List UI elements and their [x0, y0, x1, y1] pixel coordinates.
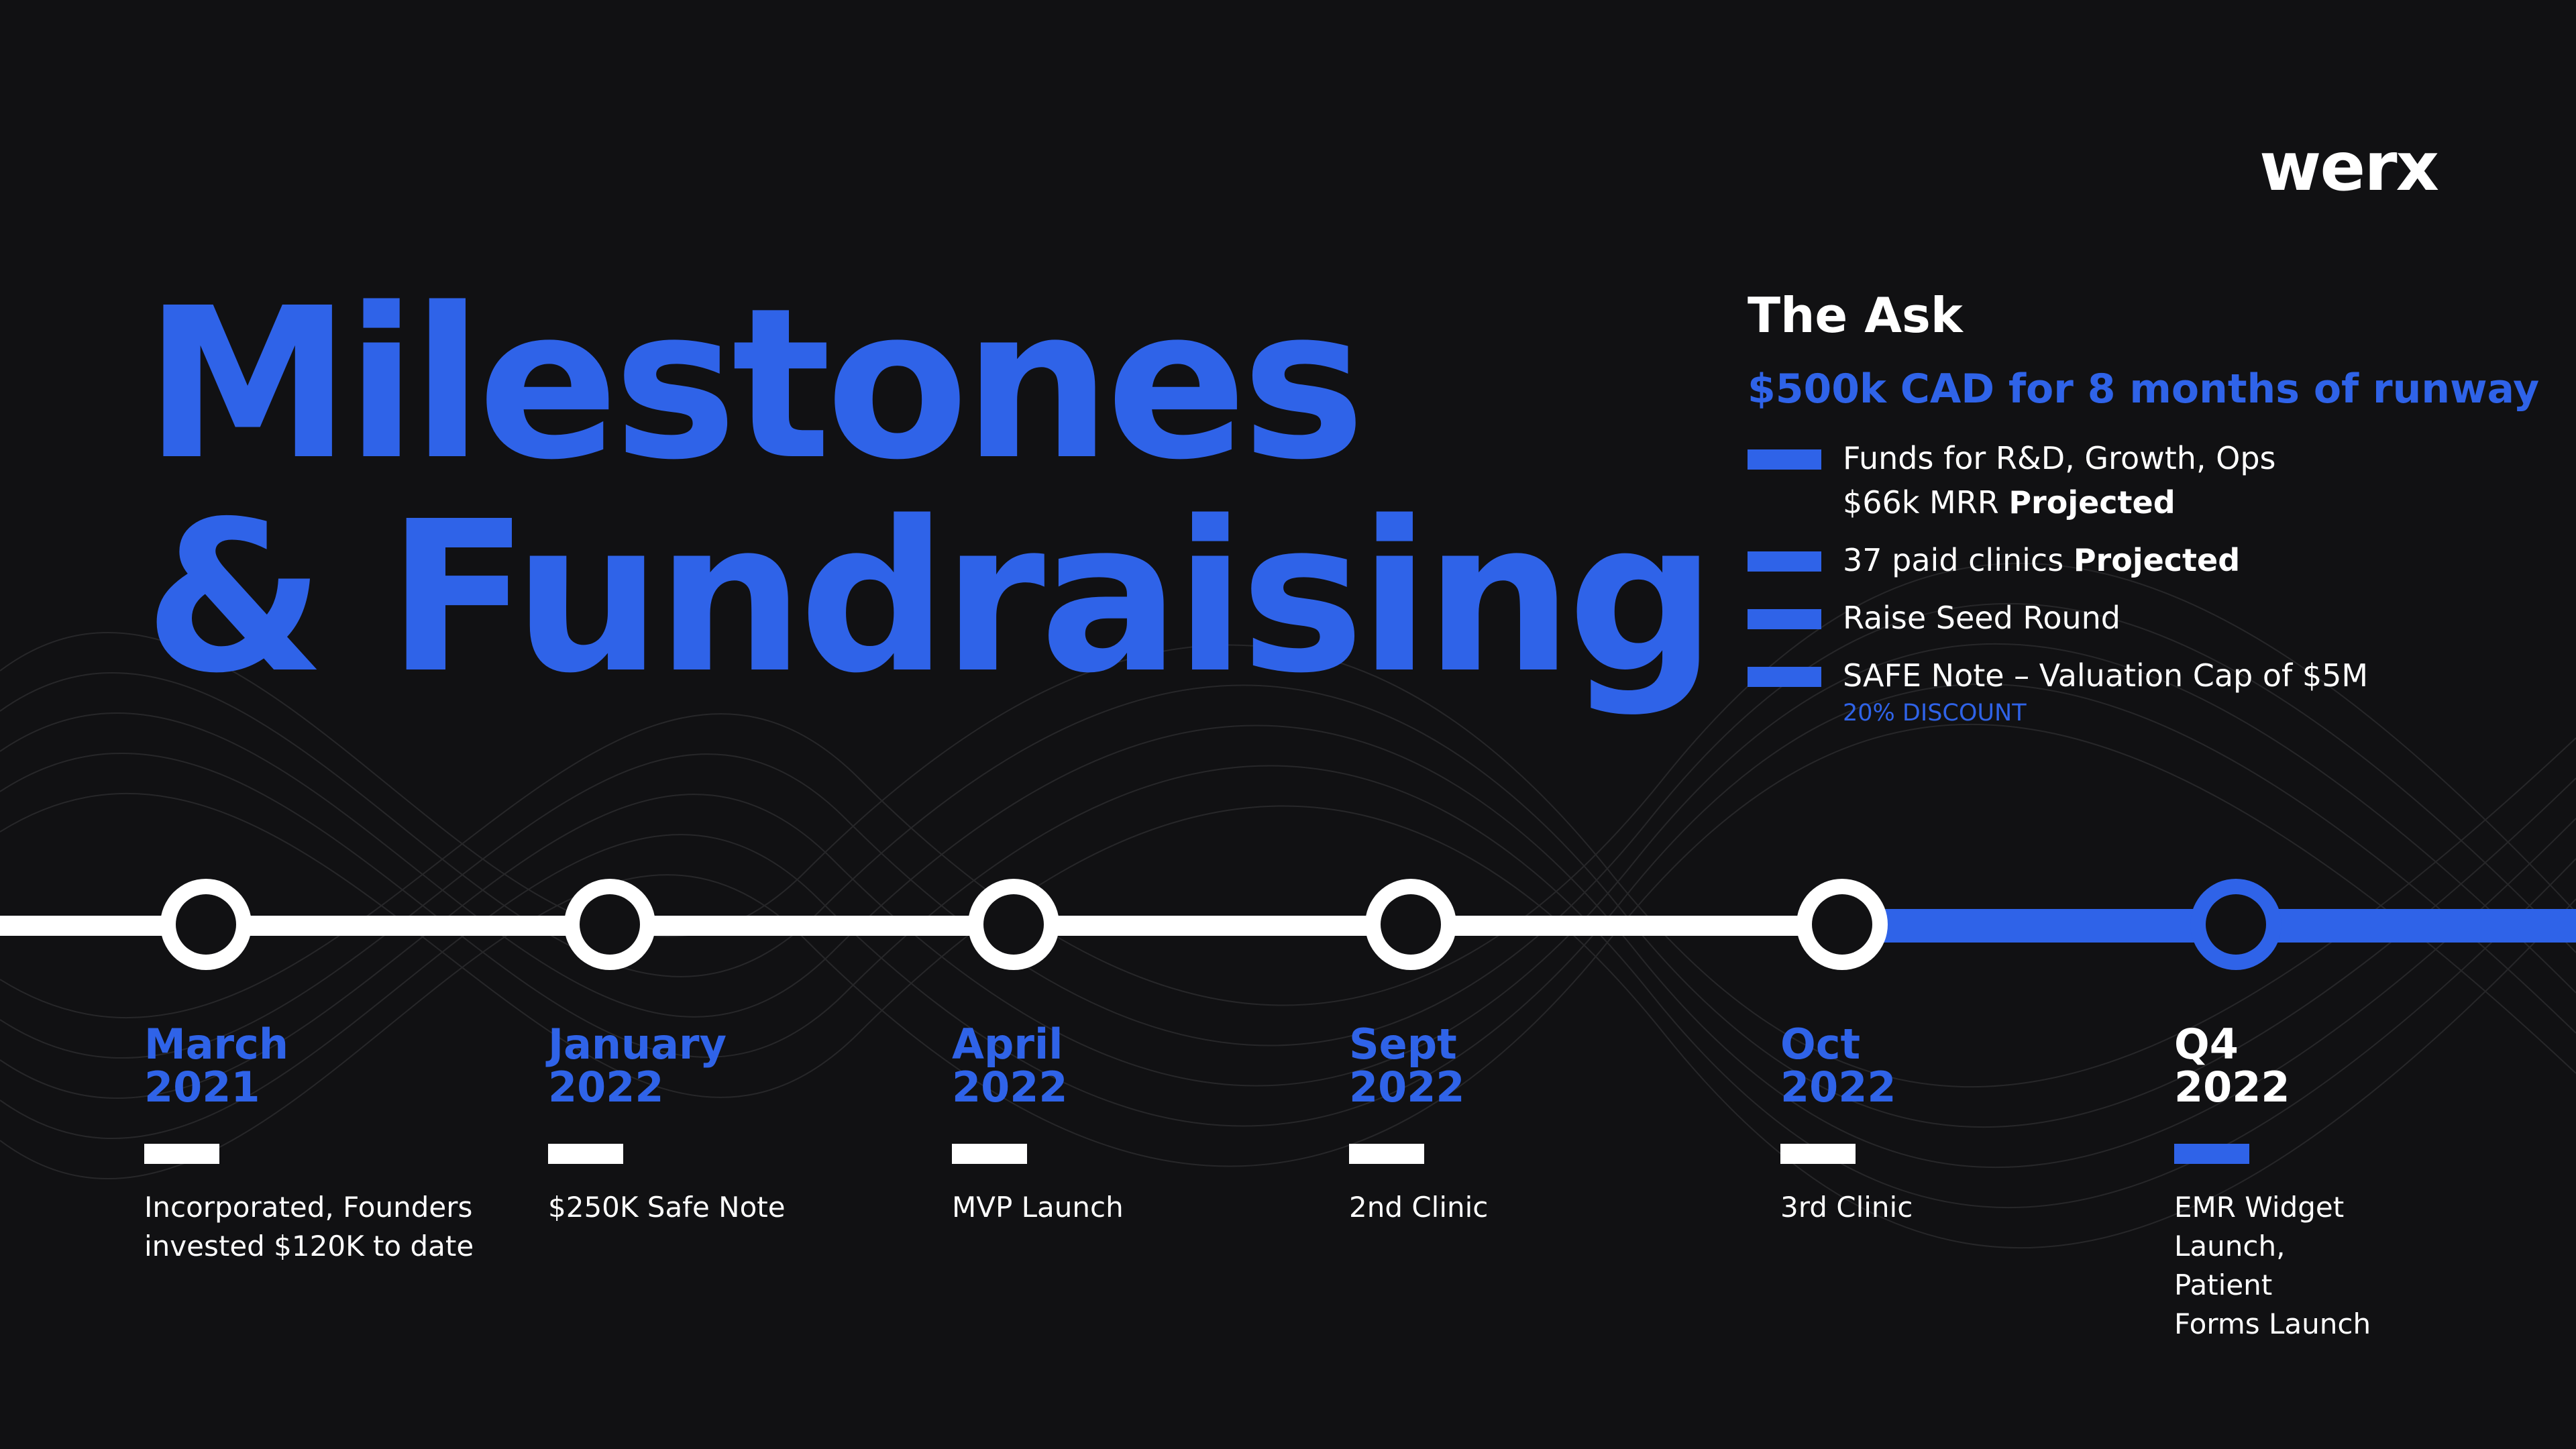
milestone-sept-2022: Sept 2022 2nd Clinic [1349, 1023, 1698, 1227]
milestone-year: 2022 [1349, 1063, 1465, 1112]
milestone-month: January [548, 1020, 727, 1069]
milestone-date: March 2021 [144, 1023, 493, 1109]
milestone-date: Q4 2022 [2174, 1023, 2523, 1109]
ask-item-projected-label: Projected [2073, 542, 2241, 578]
milestone-year: 2022 [1780, 1063, 1896, 1112]
ask-item-text: 37 paid clinics [1843, 542, 2064, 578]
ask-item-line: 37 paid clinics Projected [1843, 538, 2526, 582]
milestone-node-q4-2022-center [2206, 894, 2266, 955]
milestone-description: Incorporated, Founders invested $120K to… [144, 1188, 493, 1266]
milestone-month: Oct [1780, 1020, 1861, 1069]
ask-item-clinics: 37 paid clinics Projected [1748, 538, 2526, 582]
milestone-bar [2174, 1144, 2249, 1164]
milestone-bar [144, 1144, 219, 1164]
ask-heading: The Ask [1748, 287, 1963, 343]
milestone-node-sept-2022-center [1381, 894, 1441, 955]
milestone-bar [548, 1144, 623, 1164]
milestone-january-2022: January 2022 $250K Safe Note [548, 1023, 897, 1227]
ask-bullet-bar [1748, 667, 1821, 687]
ask-bullet-bar [1748, 449, 1821, 470]
ask-bullet-bar [1748, 551, 1821, 572]
milestone-bar [1780, 1144, 1856, 1164]
milestone-bar [1349, 1144, 1424, 1164]
ask-amount: $500k CAD for 8 months of runway [1748, 366, 2540, 413]
ask-item-subline: $66k MRR Projected [1843, 480, 2526, 525]
milestone-description-line: 2nd Clinic [1349, 1191, 1489, 1224]
milestone-description-line: Forms Launch [2174, 1307, 2371, 1340]
milestone-description-line: 3rd Clinic [1780, 1191, 1913, 1224]
milestone-q4-2022: Q4 2022 EMR Widget Launch, Patient Forms… [2174, 1023, 2523, 1344]
milestone-description: EMR Widget Launch, Patient Forms Launch [2174, 1188, 2523, 1344]
milestone-year: 2022 [2174, 1063, 2290, 1112]
milestone-year: 2022 [952, 1063, 1068, 1112]
milestone-year: 2022 [548, 1063, 664, 1112]
milestone-description: 2nd Clinic [1349, 1188, 1698, 1227]
milestone-date: Oct 2022 [1780, 1023, 2129, 1109]
milestone-description: $250K Safe Note [548, 1188, 897, 1227]
milestone-month: April [952, 1020, 1063, 1069]
milestone-date: January 2022 [548, 1023, 897, 1109]
ask-item-text: Raise Seed Round [1843, 600, 2121, 636]
ask-item-projected-label: Projected [2008, 484, 2176, 521]
milestone-node-march-2021-center [176, 894, 236, 955]
ask-item-seed-round: Raise Seed Round [1748, 596, 2526, 640]
milestone-description: 3rd Clinic [1780, 1188, 2129, 1227]
the-ask-panel: The Ask $500k CAD for 8 months of runway… [1748, 282, 2540, 742]
ask-item-mrr: $66k MRR [1843, 484, 1999, 521]
milestone-description-line: Incorporated, Founders [144, 1191, 473, 1224]
milestone-description-line: MVP Launch [952, 1191, 1124, 1224]
milestone-description-line: EMR Widget [2174, 1191, 2345, 1224]
ask-list: Funds for R&D, Growth, Ops $66k MRR Proj… [1748, 436, 2526, 729]
milestone-node-april-2022-center [983, 894, 1044, 955]
ask-item-safe-note: SAFE Note – Valuation Cap of $5M 20% DIS… [1748, 653, 2526, 729]
milestone-april-2022: April 2022 MVP Launch [952, 1023, 1301, 1227]
title-line-2: & Fundraising [144, 477, 1717, 719]
timeline-line-complete [0, 916, 1851, 936]
title-line-1: Milestones [144, 264, 1365, 506]
milestone-march-2021: March 2021 Incorporated, Founders invest… [144, 1023, 493, 1266]
ask-bullet-bar [1748, 609, 1821, 629]
milestone-description-line: invested $120K to date [144, 1230, 474, 1263]
milestone-quarter: Q4 [2174, 1020, 2239, 1069]
milestone-year: 2021 [144, 1063, 260, 1112]
milestone-description-line: Launch, [2174, 1230, 2286, 1263]
milestone-month: March [144, 1020, 289, 1069]
milestone-month: Sept [1349, 1020, 1457, 1069]
milestone-description-line: Patient [2174, 1269, 2273, 1301]
milestone-node-oct-2022-center [1812, 894, 1872, 955]
milestone-description-line: $250K Safe Note [548, 1191, 786, 1224]
ask-item-discount: 20% DISCOUNT [1843, 700, 2027, 727]
ask-item-text: SAFE Note – Valuation Cap of $5M [1843, 657, 2369, 694]
milestone-bar [952, 1144, 1027, 1164]
slide-title: Milestones & Fundraising [144, 264, 1717, 719]
ask-item-funds: Funds for R&D, Growth, Ops $66k MRR Proj… [1748, 436, 2526, 525]
milestone-description: MVP Launch [952, 1188, 1301, 1227]
milestone-oct-2022: Oct 2022 3rd Clinic [1780, 1023, 2129, 1227]
milestone-date: April 2022 [952, 1023, 1301, 1109]
timeline-track [0, 879, 2576, 970]
werx-logo: werx [2259, 127, 2439, 206]
milestone-date: Sept 2022 [1349, 1023, 1698, 1109]
milestone-node-january-2022-center [580, 894, 640, 955]
ask-item-text: Funds for R&D, Growth, Ops [1843, 440, 2276, 476]
